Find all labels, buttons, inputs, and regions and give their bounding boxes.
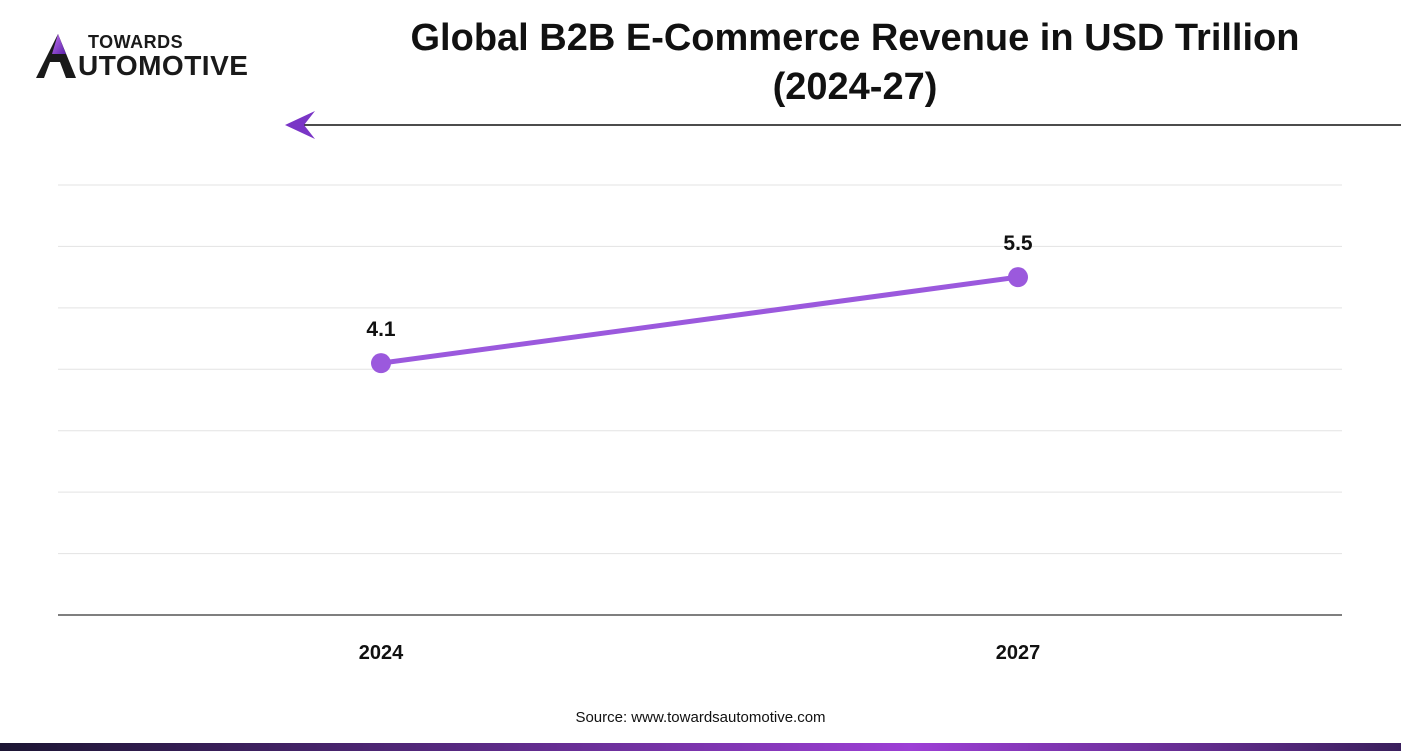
brand-logo: TOWARDS UTOMOTIVE bbox=[36, 30, 286, 86]
header-divider-arrow bbox=[285, 111, 1401, 139]
data-point-2027 bbox=[1008, 267, 1028, 288]
series-layer bbox=[371, 267, 1028, 374]
source-note: Source: www.towardsautomotive.com bbox=[575, 709, 826, 726]
data-label-2024: 4.1 bbox=[366, 318, 396, 341]
label-layer: 4.1 5.5 2024 2027 bbox=[359, 232, 1041, 664]
logo-bottom-text: UTOMOTIVE bbox=[78, 50, 249, 81]
x-tick-label-2024: 2024 bbox=[359, 642, 404, 664]
logo-top-text: TOWARDS bbox=[88, 32, 184, 52]
series-line bbox=[378, 274, 1021, 366]
chart-title-line-2: (2024-27) bbox=[772, 66, 938, 108]
x-tick-label-2027: 2027 bbox=[996, 642, 1041, 664]
towards-automotive-a-logo-mark bbox=[36, 34, 76, 78]
line-chart: 4.1 5.5 2024 2027 bbox=[58, 184, 1342, 664]
grid-lines bbox=[58, 184, 1342, 555]
chart-title-line-1: Global B2B E-Commerce Revenue in USD Tri… bbox=[410, 17, 1300, 59]
data-point-2024 bbox=[371, 353, 391, 374]
footer-gradient-bar bbox=[0, 743, 1401, 751]
data-label-2027: 5.5 bbox=[1003, 232, 1033, 255]
arrow-left-icon bbox=[285, 111, 315, 139]
chart-title: Global B2B E-Commerce Revenue in USD Tri… bbox=[300, 14, 1401, 112]
